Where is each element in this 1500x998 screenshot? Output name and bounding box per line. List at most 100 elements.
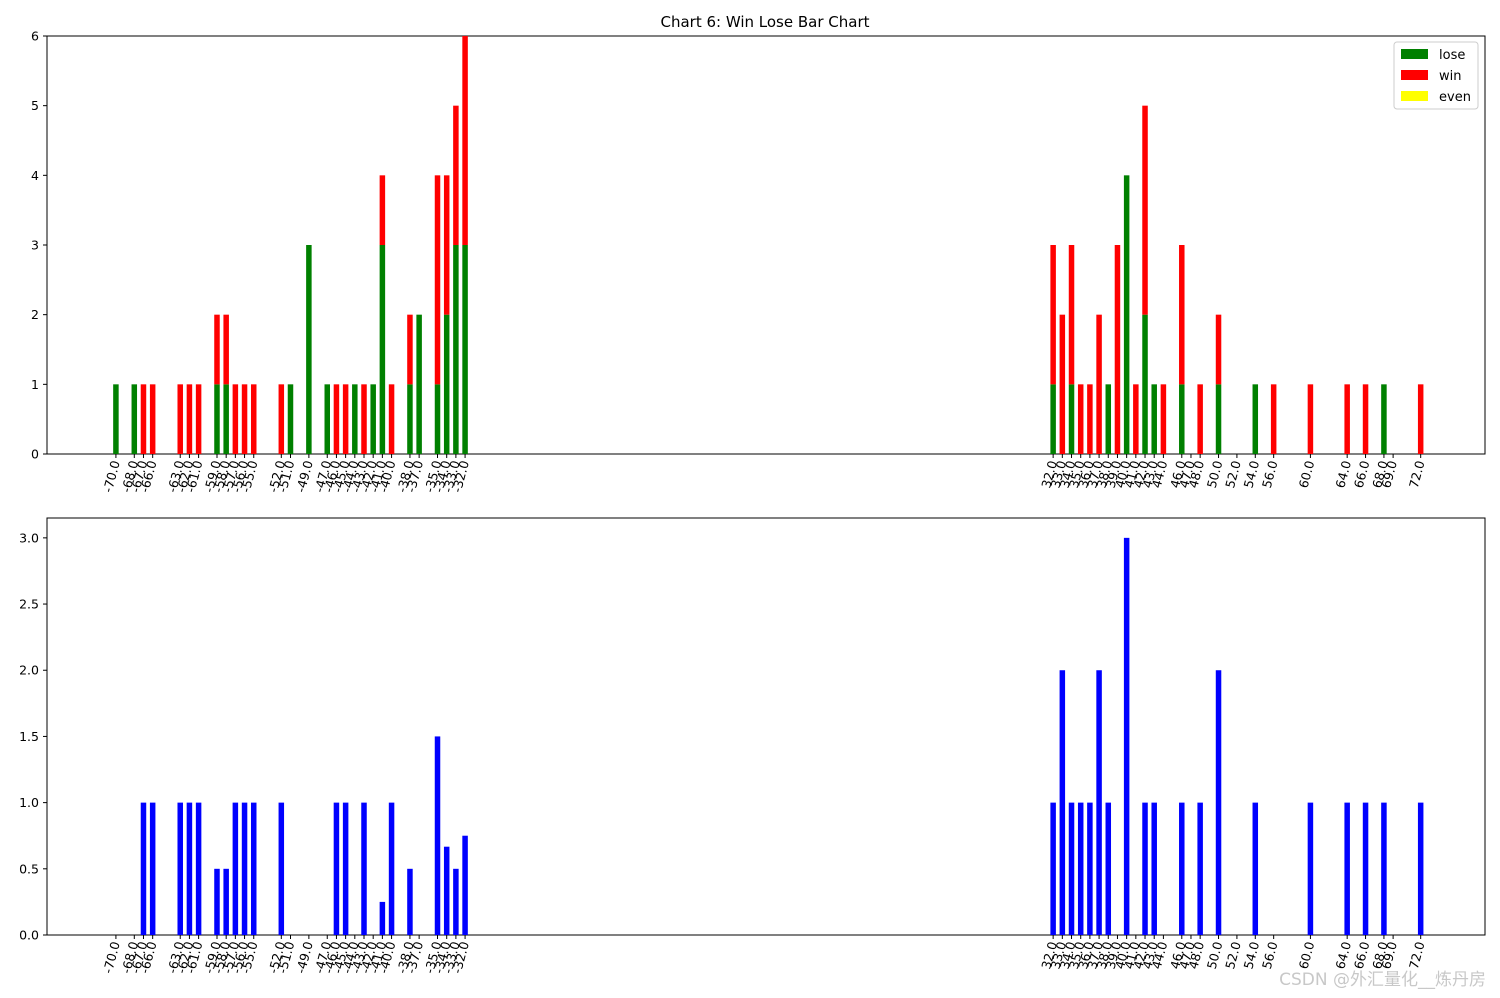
x-tick-label: 50.0: [1204, 940, 1226, 971]
x-tick-label: 39.0: [1103, 940, 1125, 971]
bar-lose: [214, 384, 220, 454]
bar-win: [1059, 314, 1066, 454]
x-tick-label: 64.0: [1332, 940, 1354, 971]
bar-ratio: [278, 802, 285, 935]
x-tick-label: 72.0: [1406, 940, 1428, 971]
bar-ratio: [177, 802, 183, 935]
axes-frame: [46, 517, 1486, 936]
bar-lose: [1151, 384, 1157, 454]
bar-ratio: [195, 802, 202, 935]
x-tick-label: 43.0: [1139, 459, 1161, 490]
x-tick-label: 47.0: [1176, 940, 1198, 971]
x-tick-label: 33.0: [1048, 459, 1070, 490]
bar-win: [1142, 105, 1148, 315]
x-tick-label: 42.0: [1130, 459, 1152, 490]
x-tick-label: 52.0: [1222, 940, 1244, 971]
bar-ratio: [186, 802, 193, 935]
bar-win: [379, 175, 386, 245]
bar-win: [1077, 384, 1084, 454]
x-tick-label: 38.0: [1093, 459, 1115, 490]
bar-win: [1096, 314, 1102, 454]
bar-lose: [113, 384, 119, 454]
bar-win: [361, 384, 367, 454]
x-tick-label: 41.0: [1121, 940, 1143, 971]
x-tick-label: 66.0: [1351, 459, 1373, 490]
bar-lose: [1123, 175, 1130, 455]
bar-lose: [453, 245, 459, 454]
bar-win: [388, 384, 395, 454]
watermark: CSDN @外汇量化__炼丹房: [1279, 970, 1486, 990]
x-tick-label: 66.0: [1351, 940, 1373, 971]
legend-swatch-lose: [1401, 49, 1428, 59]
bar-ratio: [443, 846, 450, 935]
bar-ratio: [1142, 802, 1148, 935]
legend: lose win even: [1393, 41, 1479, 110]
x-tick-label: 54.0: [1240, 459, 1262, 490]
bar-win: [1344, 384, 1350, 454]
bar-ratio: [223, 868, 229, 935]
bar-win: [195, 384, 202, 454]
bar-ratio: [1344, 802, 1350, 935]
bar-win: [223, 314, 229, 385]
x-tick-label: 32.0: [1038, 940, 1060, 971]
bar-lose: [131, 384, 138, 454]
x-tick-label: 46.0: [1167, 940, 1189, 971]
bar-lose: [1215, 384, 1222, 454]
legend-label-lose: lose: [1439, 48, 1465, 63]
x-tick-label: 35.0: [1066, 459, 1088, 490]
x-tick-label: 60.0: [1296, 459, 1318, 490]
x-tick-label: 34.0: [1057, 940, 1079, 971]
bar-lose: [223, 384, 229, 454]
bar-lose: [434, 384, 441, 454]
y-tick-label: 2: [31, 307, 39, 322]
legend-swatch-win: [1401, 70, 1428, 80]
bar-lose: [1252, 384, 1259, 454]
y-tick-label: 0.5: [19, 861, 39, 876]
bar-win: [232, 384, 239, 454]
bar-win: [1362, 384, 1369, 454]
bar-ratio: [1417, 802, 1424, 935]
y-tick-label: 2.5: [19, 597, 39, 612]
bar-ratio: [1050, 802, 1056, 935]
bar-win: [250, 384, 257, 454]
x-tick-label: 50.0: [1204, 459, 1226, 490]
legend-swatch-even: [1401, 91, 1428, 101]
bar-ratio: [241, 802, 248, 935]
bar-lose: [379, 245, 386, 454]
bar-ratio: [453, 868, 459, 935]
y-tick-label: 4: [31, 168, 39, 183]
x-tick-label: 52.0: [1222, 459, 1244, 490]
bar-lose: [1105, 384, 1112, 454]
bar-ratio: [1362, 802, 1369, 935]
y-tick-label: 3.0: [19, 530, 39, 545]
bar-lose: [1179, 384, 1185, 454]
bar-ratio: [407, 868, 413, 935]
x-tick-label: 54.0: [1240, 940, 1262, 971]
bar-ratio: [1215, 670, 1222, 935]
bar-ratio: [361, 802, 367, 935]
bar-lose: [1381, 384, 1387, 454]
bar-win: [1270, 384, 1277, 454]
bar-ratio: [149, 802, 156, 935]
bar-ratio: [1105, 802, 1112, 935]
bar-ratio: [1087, 802, 1093, 935]
x-tick-label: 34.0: [1057, 459, 1079, 490]
bar-win: [241, 384, 248, 454]
bar-win: [149, 384, 156, 454]
x-tick-label: 41.0: [1121, 459, 1143, 490]
bar-ratio: [1151, 802, 1157, 935]
bar-win: [177, 384, 183, 454]
x-tick-label: 56.0: [1259, 940, 1281, 971]
bar-ratio: [333, 802, 340, 935]
bar-lose: [352, 384, 358, 454]
x-tick-label: 56.0: [1259, 459, 1281, 490]
bar-win: [278, 384, 285, 454]
bar-win: [434, 175, 441, 385]
bar-ratio: [342, 802, 349, 935]
y-tick-label: 2.0: [19, 663, 39, 678]
bar-win: [140, 384, 147, 454]
bar-lose: [407, 384, 413, 454]
bar-win: [342, 384, 349, 454]
